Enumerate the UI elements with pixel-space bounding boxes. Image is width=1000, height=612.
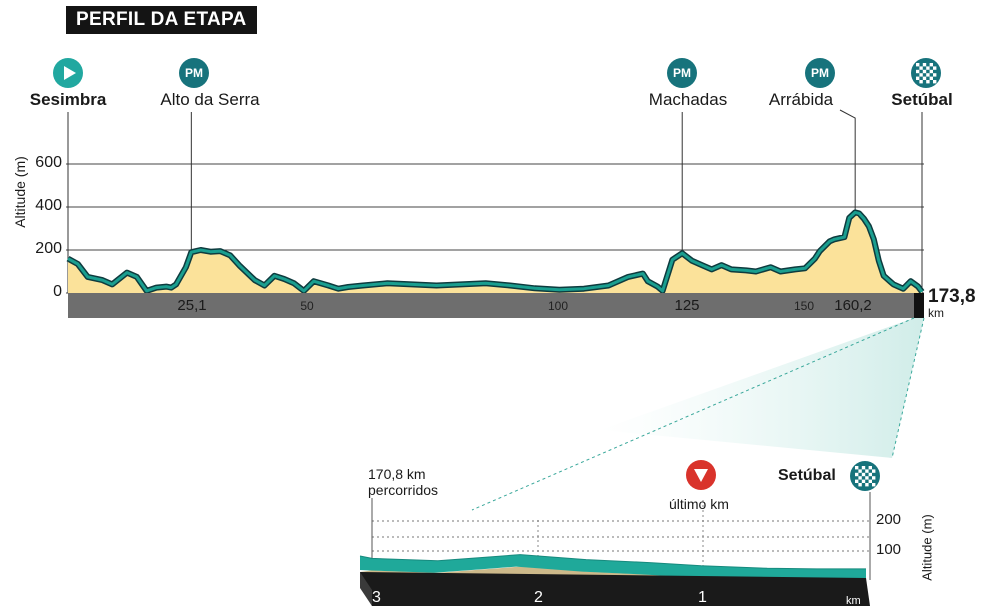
y-tick: 0 (53, 283, 62, 300)
zoom-y-tick: 100 (876, 541, 902, 558)
y-tick: 400 (35, 197, 62, 214)
flag-square (858, 483, 862, 487)
zoom-finish-label: Setúbal (778, 467, 836, 484)
finish-label: Setúbal (891, 90, 953, 109)
flag-square (855, 472, 859, 477)
x-tick-label: 100 (547, 299, 569, 313)
flag-square (922, 63, 927, 67)
zoom-y-axis-title: Altitude (m) (919, 514, 935, 581)
distance-band (68, 293, 914, 318)
zoom-x-unit: km (846, 595, 861, 607)
flag-square (929, 63, 933, 67)
zoom-x-tick: 3 (372, 589, 381, 606)
flag-square (865, 469, 869, 473)
start-label: Sesimbra (29, 90, 107, 109)
flag-square (919, 66, 923, 70)
zoom-road-edge (359, 554, 866, 570)
zoom-x-tick: 1 (698, 589, 707, 606)
start-icon (53, 58, 83, 88)
zoom-base-side (360, 572, 372, 606)
zoom-start-label-line1: 170,8 km (368, 466, 426, 482)
x-tick-label: 160,2 (834, 297, 872, 314)
zoom-x-tick: 2 (534, 589, 543, 606)
flag-square (872, 469, 876, 473)
flag-square (858, 469, 862, 473)
y-tick: 200 (35, 240, 62, 257)
flag-square (858, 476, 862, 480)
climb-label-machadas: Machadas (648, 90, 728, 109)
last-km-icon (686, 460, 716, 490)
y-tick: 600 (35, 154, 62, 171)
page-title: PERFIL DA ETAPA (66, 6, 257, 34)
flag-square (929, 69, 933, 74)
x-tick-label: 150 (793, 299, 815, 313)
zoom-start-label-line2: percorridos (368, 482, 439, 498)
flag-square (868, 479, 872, 483)
pm-icon: PM (667, 58, 697, 88)
flag-square (926, 66, 930, 70)
profile-area (68, 212, 922, 293)
zoom-road (360, 554, 866, 581)
final-km-block (914, 293, 924, 318)
last-km-label: último km (669, 496, 729, 512)
flag-square (855, 479, 859, 483)
flag-square (933, 80, 937, 84)
x-tick-label: 25,1 (177, 297, 207, 314)
flag-square (872, 483, 876, 487)
flag-square (919, 80, 923, 84)
total-distance: 173,8 (928, 286, 976, 307)
zoom-y-tick: 200 (876, 511, 902, 528)
flag-square (933, 73, 937, 77)
x-tick-label: 125 (674, 297, 700, 314)
flag-square (855, 466, 859, 470)
flag-square (868, 466, 872, 470)
zoom-base (360, 572, 870, 606)
flag-square (922, 76, 927, 80)
flag-square (916, 69, 920, 74)
flag-square (926, 80, 930, 84)
flag-square (916, 76, 920, 80)
total-distance-unit: km (928, 306, 944, 320)
flag-square (865, 476, 869, 480)
flag-square (926, 73, 930, 77)
finish-flag-icon (911, 58, 941, 88)
marker-line (839, 109, 856, 213)
flag-square (868, 472, 872, 477)
zoom-beam (600, 318, 924, 458)
flag-square (861, 466, 866, 470)
pm-icon: PM (179, 58, 209, 88)
pm-icon: PM (805, 58, 835, 88)
flag-square (861, 479, 866, 483)
climb-label-arrabida: Arrábida (768, 90, 834, 109)
climb-label-alto-da-serra: Alto da Serra (160, 90, 260, 109)
zoom-beam-edge (471, 317, 915, 511)
flag-square (916, 63, 920, 67)
x-tick-label: 50 (300, 299, 314, 313)
zoom-finish-flag-icon (850, 461, 880, 491)
flag-square (922, 69, 927, 74)
profile-line (67, 210, 924, 293)
flag-square (933, 66, 937, 70)
flag-square (929, 76, 933, 80)
flag-square (865, 483, 869, 487)
flag-square (861, 472, 866, 477)
flag-square (919, 73, 923, 77)
flag-square (872, 476, 876, 480)
